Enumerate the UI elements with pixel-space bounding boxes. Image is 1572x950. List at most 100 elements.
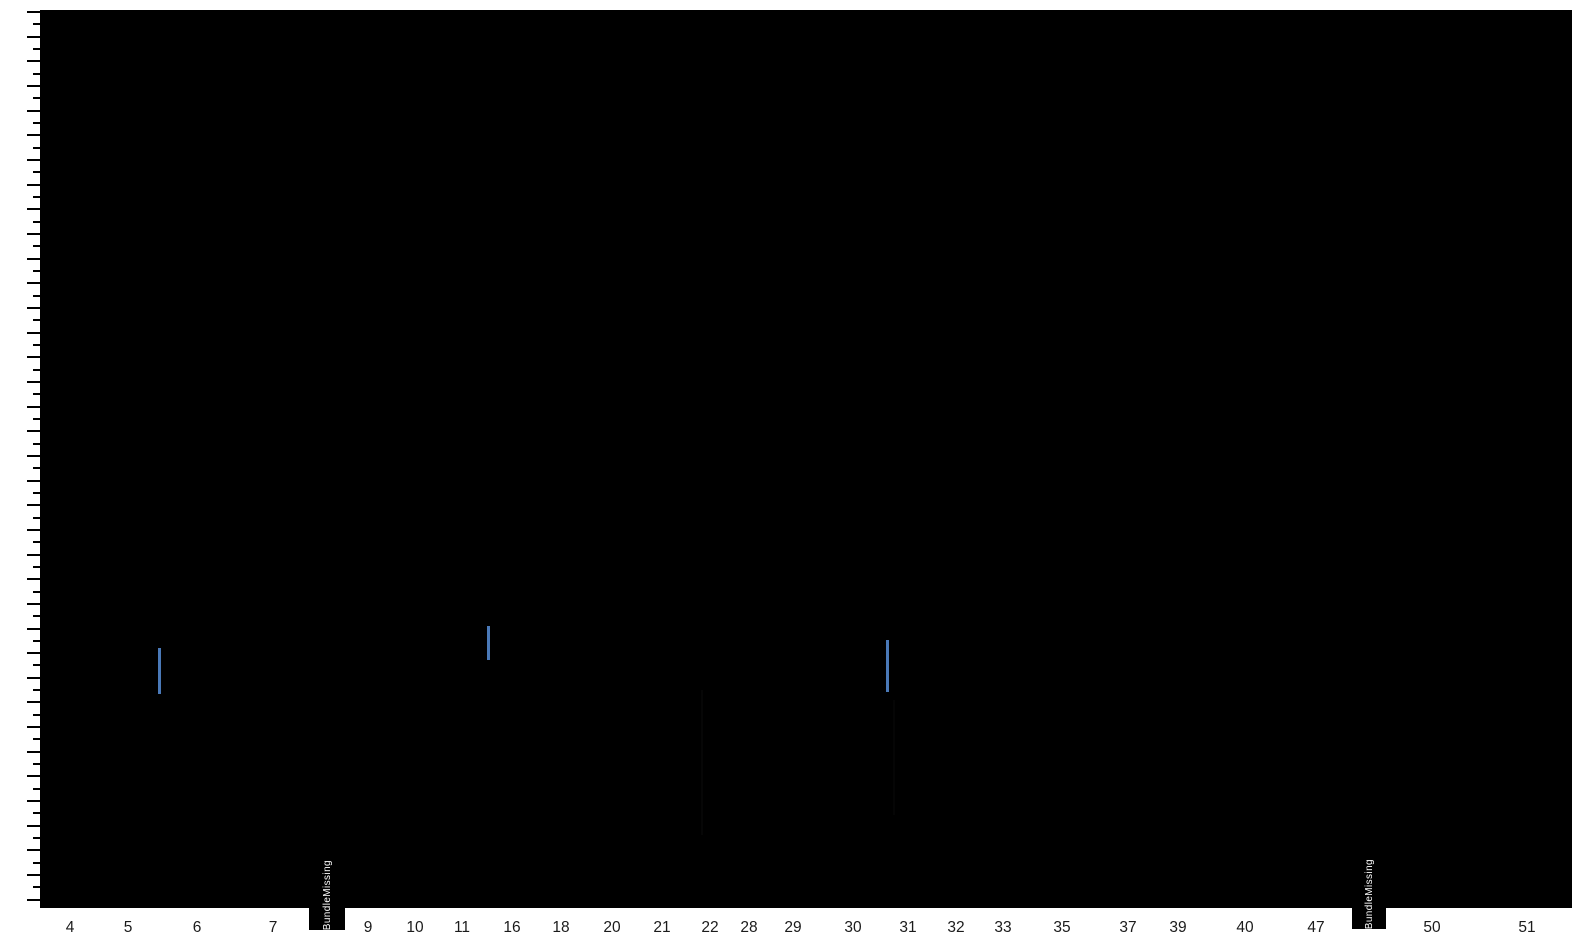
ruler-minor-tick [33,812,40,814]
ruler-major-tick [27,480,40,482]
bundle-number-47[interactable]: 47 [1307,919,1325,936]
ruler-major-tick [27,726,40,728]
ruler-major-tick [27,628,40,630]
ruler-minor-tick [33,418,40,420]
ruler-major-tick [27,554,40,556]
ruler-minor-tick [33,270,40,272]
ruler-minor-tick [33,738,40,740]
ruler-minor-tick [33,344,40,346]
ruler-major-tick [27,332,40,334]
ruler-major-tick [27,282,40,284]
ruler-major-tick [27,36,40,38]
ruler-major-tick [27,406,40,408]
ruler-major-tick [27,874,40,876]
ruler-major-tick [27,677,40,679]
scan-canvas [40,10,1572,908]
bundle-number-20[interactable]: 20 [603,919,621,936]
ruler-major-tick [27,356,40,358]
ruler-major-tick [27,455,40,457]
bundle-number-32[interactable]: 32 [947,919,965,936]
ruler-minor-tick [33,97,40,99]
bundle-number-9[interactable]: 9 [363,919,373,936]
bundle-number-10[interactable]: 10 [406,919,424,936]
bundle-number-7[interactable]: 7 [268,919,278,936]
ruler-minor-tick [33,369,40,371]
bundle-missing-bar-2: BundleMissing [1352,10,1386,929]
ruler-minor-tick [33,566,40,568]
ruler-minor-tick [33,886,40,888]
ruler-major-tick [27,258,40,260]
ruler-major-tick [27,307,40,309]
ruler-minor-tick [33,837,40,839]
ruler-major-tick [27,233,40,235]
ruler-major-tick [27,849,40,851]
ruler-major-tick [27,60,40,62]
ruler-minor-tick [33,640,40,642]
bundle-number-16[interactable]: 16 [503,919,521,936]
ruler-major-tick [27,381,40,383]
bundle-number-39[interactable]: 39 [1169,919,1187,936]
ruler-major-tick [27,504,40,506]
ruler-minor-tick [33,122,40,124]
bundle-number-30[interactable]: 30 [844,919,862,936]
ruler-major-tick [27,603,40,605]
ruler-minor-tick [33,664,40,666]
crack-mark [893,700,895,815]
bundle-number-37[interactable]: 37 [1119,919,1137,936]
ruler-major-tick [27,578,40,580]
ruler-minor-tick [33,393,40,395]
ruler-major-tick [27,529,40,531]
ruler-minor-tick [33,714,40,716]
bundle-number-4[interactable]: 4 [65,919,75,936]
ruler-major-tick [27,430,40,432]
bundle-number-5[interactable]: 5 [123,919,133,936]
ruler-minor-tick [33,492,40,494]
bundle-number-31[interactable]: 31 [899,919,917,936]
ruler-minor-tick [33,862,40,864]
ruler-minor-tick [33,196,40,198]
ruler-minor-tick [33,319,40,321]
blue-edge-mark [158,648,161,694]
blue-edge-mark [487,626,490,660]
ruler-major-tick [27,825,40,827]
ruler-minor-tick [33,689,40,691]
bundle-number-40[interactable]: 40 [1236,919,1254,936]
ruler-minor-tick [33,541,40,543]
ruler-major-tick [27,134,40,136]
bundle-missing-bar-1: BundleMissing [309,10,345,930]
bundle-number-11[interactable]: 11 [453,919,471,936]
ruler-major-tick [27,159,40,161]
bundle-number-29[interactable]: 29 [784,919,802,936]
ruler-minor-tick [33,443,40,445]
ruler-major-tick [27,652,40,654]
ruler-minor-tick [33,517,40,519]
bundle-number-28[interactable]: 28 [740,919,758,936]
bundle-number-6[interactable]: 6 [192,919,202,936]
ruler-major-tick [27,85,40,87]
bundle-number-51[interactable]: 51 [1518,919,1536,936]
bundle-number-50[interactable]: 50 [1423,919,1441,936]
ruler-minor-tick [33,23,40,25]
ruler-major-tick [27,208,40,210]
bundle-number-35[interactable]: 35 [1053,919,1071,936]
blue-edge-mark [886,640,889,692]
ruler-minor-tick [33,591,40,593]
ruler-minor-tick [33,48,40,50]
ruler-minor-tick [33,171,40,173]
bundle-number-21[interactable]: 21 [653,919,671,936]
ruler-major-tick [27,899,40,901]
bundle-number-22[interactable]: 22 [701,919,719,936]
ruler-minor-tick [33,73,40,75]
ruler-major-tick [27,110,40,112]
ruler-major-tick [27,11,40,13]
ruler-minor-tick [33,245,40,247]
ruler-minor-tick [33,615,40,617]
bundle-number-33[interactable]: 33 [994,919,1012,936]
ruler-major-tick [27,701,40,703]
ruler-major-tick [27,184,40,186]
ruler-minor-tick [33,147,40,149]
bundle-number-18[interactable]: 18 [552,919,570,936]
ruler-major-tick [27,751,40,753]
ruler-minor-tick [33,788,40,790]
